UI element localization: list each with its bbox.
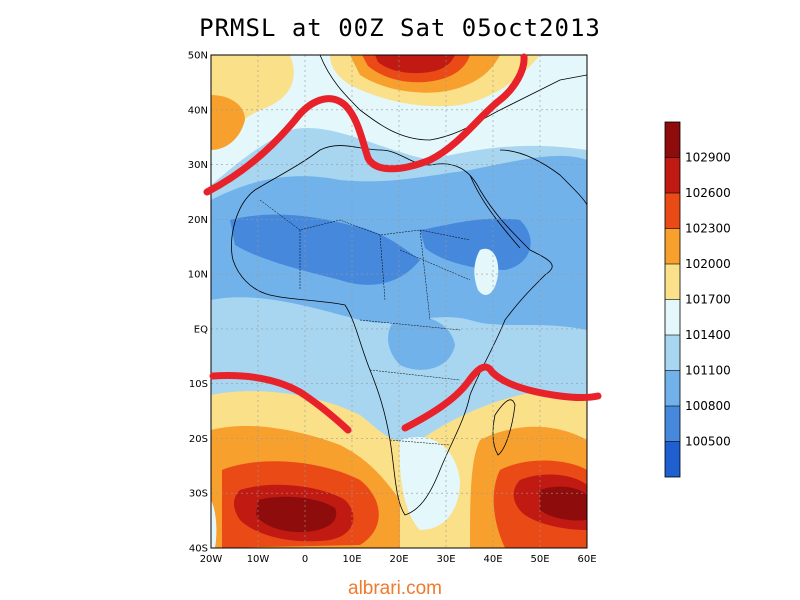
colorbar-label: 102300 xyxy=(685,222,731,236)
border-line-7 xyxy=(389,439,451,446)
colorbar-swatch xyxy=(665,193,680,229)
coastlines xyxy=(231,55,587,516)
field-sw-edge xyxy=(211,500,217,548)
field-ethiopia-high xyxy=(474,248,499,295)
lat-label: 10S xyxy=(189,379,208,390)
colorbar-swatch xyxy=(665,122,680,158)
longitude-labels: 20W 10W 0 10E 20E 30E 40E 50E 60E xyxy=(200,554,597,565)
colorbar-swatch xyxy=(665,157,680,193)
colorbar-swatch xyxy=(665,228,680,264)
border-line-8 xyxy=(399,249,471,281)
lat-label: 30N xyxy=(188,160,208,171)
colorbar-label: 102600 xyxy=(685,186,731,200)
border-line-5 xyxy=(359,319,461,331)
arabia-coast xyxy=(499,149,587,206)
colorbar-swatch xyxy=(665,406,680,442)
lon-label: 10W xyxy=(247,554,270,565)
colorbar-swatch xyxy=(665,370,680,406)
field-euro-darkred xyxy=(375,55,455,74)
lon-label: 0 xyxy=(302,554,308,565)
colorbar-label: 101100 xyxy=(685,364,731,378)
colorbar-swatch xyxy=(665,335,680,371)
colorbar: 102900 102600 102300 102000 101700 101400 1011… xyxy=(664,121,731,478)
annotation-north-ridge xyxy=(203,53,528,196)
lat-label: 50N xyxy=(188,51,208,62)
lon-label: 10E xyxy=(342,554,361,565)
annotation-south-indian xyxy=(401,363,602,432)
field-nw-orange xyxy=(211,95,245,150)
credit-text[interactable]: albrari.com xyxy=(348,578,442,599)
lon-label: 40E xyxy=(483,554,502,565)
colorbar-label: 100800 xyxy=(685,399,731,413)
annotations xyxy=(203,53,602,434)
field-se-core xyxy=(540,486,587,521)
border-line-4 xyxy=(419,229,431,321)
border-line-3 xyxy=(379,234,386,301)
red-sea-coast xyxy=(469,174,521,249)
colorbar-label: 100500 xyxy=(685,435,731,449)
field-sahara-low xyxy=(230,214,420,285)
border-line-1 xyxy=(259,199,471,241)
colorbar-label: 102000 xyxy=(685,257,731,271)
border-line-6 xyxy=(369,369,461,381)
lat-label: 30S xyxy=(189,489,208,500)
annotation-south-atlantic xyxy=(209,372,352,434)
africa-coastline xyxy=(231,145,553,516)
lon-label: 30E xyxy=(436,554,455,565)
lat-label: 20S xyxy=(189,434,208,445)
field-sw-core xyxy=(256,496,337,533)
colorbar-label: 102900 xyxy=(685,151,731,165)
latitude-labels: 50N 40N 30N 20N 10N EQ 10S 20S 30S 40S xyxy=(188,51,208,555)
lat-label: EQ xyxy=(194,324,208,335)
europe-coast xyxy=(319,55,587,141)
colorbar-swatch xyxy=(665,441,680,477)
country-borders xyxy=(259,199,471,446)
lat-label: 40S xyxy=(189,544,208,555)
field-southafrica-light xyxy=(399,436,460,530)
lon-label: 20E xyxy=(389,554,408,565)
field-sudan-low xyxy=(420,218,531,270)
field-congo-low xyxy=(388,316,455,370)
colorbar-swatch xyxy=(665,299,680,335)
lon-label: 60E xyxy=(577,554,596,565)
lat-label: 10N xyxy=(188,270,208,281)
map-title: PRMSL at 00Z Sat 05oct2013 xyxy=(199,14,601,42)
map-frame xyxy=(210,54,588,549)
colorbar-label: 101400 xyxy=(685,328,731,342)
gridlines xyxy=(211,55,587,548)
lon-label: 50E xyxy=(530,554,549,565)
lat-label: 40N xyxy=(188,105,208,116)
colorbar-label: 101700 xyxy=(685,293,731,307)
colorbar-swatch xyxy=(665,264,680,300)
lat-label: 20N xyxy=(188,215,208,226)
lon-label: 20W xyxy=(200,554,223,565)
